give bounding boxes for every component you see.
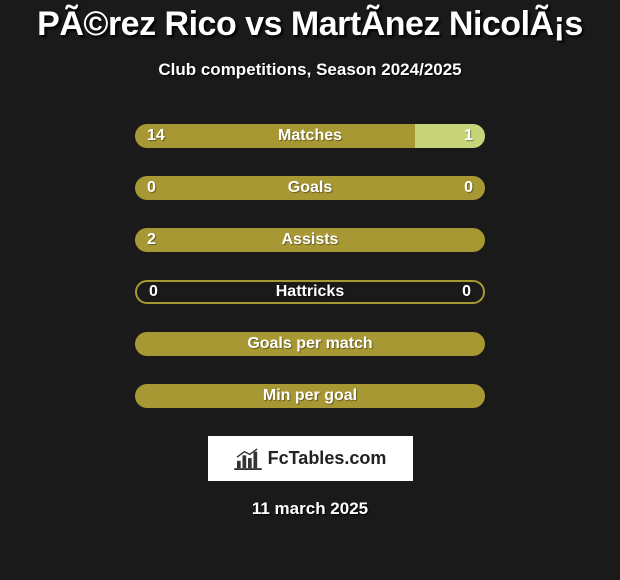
comparison-infographic: PÃ©rez Rico vs MartÃnez NicolÃ¡s Club co… xyxy=(0,0,620,519)
stat-label: Min per goal xyxy=(263,387,357,405)
stat-row: Min per goal xyxy=(135,384,485,408)
stat-label: Matches xyxy=(278,127,342,145)
title: PÃ©rez Rico vs MartÃnez NicolÃ¡s xyxy=(37,5,583,44)
stat-label: Assists xyxy=(282,231,339,249)
stat-row: 0 Hattricks 0 xyxy=(135,280,485,304)
stat-bar: 0 Hattricks 0 xyxy=(135,280,485,304)
stat-right-value: 0 xyxy=(462,283,471,301)
stat-right-value: 0 xyxy=(464,179,473,197)
stat-label: Goals per match xyxy=(247,335,372,353)
fctables-logo: FcTables.com xyxy=(208,436,413,481)
stat-label: Hattricks xyxy=(276,283,344,301)
stat-left-value: 2 xyxy=(147,231,156,249)
stat-row: 0 Goals 0 xyxy=(135,176,485,200)
stat-bar: 0 Goals 0 xyxy=(135,176,485,200)
logo-text: FcTables.com xyxy=(268,448,387,469)
stat-left-value: 0 xyxy=(147,179,156,197)
bar-right-segment xyxy=(415,124,485,148)
stats-list: 14 Matches 1 0 Goals 0 2 Assists 0 Hattricks 0 Goal… xyxy=(135,80,485,408)
date: 11 march 2025 xyxy=(252,499,368,519)
stat-bar: 14 Matches 1 xyxy=(135,124,485,148)
chart-icon xyxy=(234,448,262,470)
stat-right-value: 1 xyxy=(464,127,473,145)
stat-row: 2 Assists xyxy=(135,228,485,252)
stat-label: Goals xyxy=(288,179,332,197)
stat-row: 14 Matches 1 xyxy=(135,124,485,148)
stat-left-value: 14 xyxy=(147,127,165,145)
stat-bar: Goals per match xyxy=(135,332,485,356)
stat-left-value: 0 xyxy=(149,283,158,301)
stat-bar: 2 Assists xyxy=(135,228,485,252)
stat-row: Goals per match xyxy=(135,332,485,356)
stat-bar: Min per goal xyxy=(135,384,485,408)
subtitle: Club competitions, Season 2024/2025 xyxy=(158,60,461,80)
